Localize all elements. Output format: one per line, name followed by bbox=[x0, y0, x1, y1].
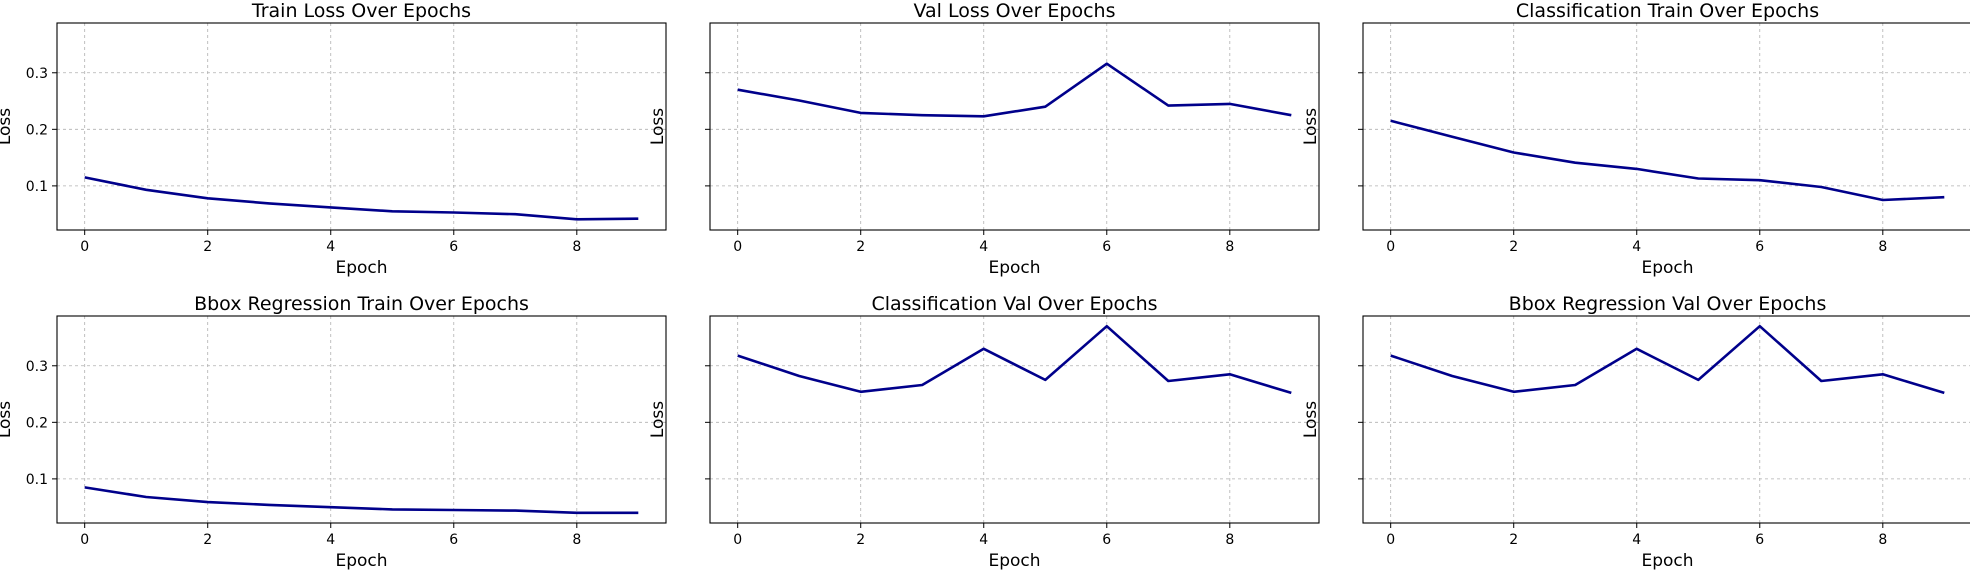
x-tick-label: 0 bbox=[1386, 239, 1395, 255]
x-tick-label: 0 bbox=[80, 532, 89, 548]
subplot-6: 0 2 4 6 8 Bbox Regression Val Over Epochs Epoc… bbox=[1301, 293, 1970, 570]
plot-frame bbox=[709, 22, 1320, 231]
loss-line bbox=[84, 486, 639, 515]
y-axis-label: Loss bbox=[648, 401, 668, 438]
subplot-5: 0 2 4 6 8 Classification Val Over Epochs Epoch… bbox=[648, 293, 1320, 570]
y-tick-label: 0.1 bbox=[26, 179, 48, 195]
x-tick-label: 6 bbox=[1102, 239, 1111, 255]
plot-frame bbox=[56, 22, 667, 231]
y-tick-label: 0.3 bbox=[26, 359, 48, 375]
y-tick-label: 0.3 bbox=[26, 66, 48, 82]
x-tick-label: 2 bbox=[1509, 239, 1518, 255]
x-tick-label: 0 bbox=[733, 532, 742, 548]
subplot-title: Classification Train Over Epochs bbox=[1516, 0, 1819, 22]
y-tick-label: 0.2 bbox=[26, 415, 48, 431]
x-tick-label: 2 bbox=[203, 239, 212, 255]
subplot-title: Classification Val Over Epochs bbox=[871, 293, 1157, 315]
x-tick-label: 0 bbox=[733, 239, 742, 255]
x-tick-label: 8 bbox=[1878, 239, 1887, 255]
loss-line bbox=[1390, 119, 1945, 202]
plot-frame bbox=[56, 315, 667, 524]
x-tick-label: 2 bbox=[856, 532, 865, 548]
x-tick-label: 6 bbox=[449, 239, 458, 255]
y-axis-label: Loss bbox=[0, 401, 15, 438]
x-axis-label: Epoch bbox=[1641, 551, 1693, 570]
x-tick-label: 0 bbox=[80, 239, 89, 255]
subplot-title: Bbox Regression Train Over Epochs bbox=[194, 293, 529, 315]
x-tick-label: 0 bbox=[1386, 532, 1395, 548]
x-tick-label: 2 bbox=[1509, 532, 1518, 548]
x-tick-label: 4 bbox=[979, 532, 988, 548]
x-axis-label: Epoch bbox=[335, 258, 387, 278]
plot-frame bbox=[1362, 22, 1970, 231]
y-axis-label: Loss bbox=[1301, 401, 1321, 438]
plot-frame bbox=[709, 315, 1320, 524]
x-tick-label: 8 bbox=[572, 532, 581, 548]
subplot-3: 0 2 4 6 8 Classification Train Over Epochs Epo… bbox=[1301, 0, 1970, 278]
x-axis-label: Epoch bbox=[1641, 258, 1693, 278]
subplot-2: 0 2 4 6 8 Val Loss Over Epochs Epoch Loss bbox=[648, 0, 1320, 278]
loss-line bbox=[84, 176, 639, 221]
y-tick-label: 0.1 bbox=[26, 472, 48, 488]
x-axis-label: Epoch bbox=[988, 258, 1040, 278]
x-tick-label: 4 bbox=[1632, 239, 1641, 255]
y-axis-label: Loss bbox=[0, 108, 15, 145]
x-tick-label: 2 bbox=[856, 239, 865, 255]
x-tick-label: 6 bbox=[1102, 532, 1111, 548]
subplot-title: Val Loss Over Epochs bbox=[913, 0, 1115, 22]
x-tick-label: 4 bbox=[979, 239, 988, 255]
loss-line bbox=[737, 324, 1292, 395]
x-axis-label: Epoch bbox=[335, 551, 387, 570]
subplot-title: Train Loss Over Epochs bbox=[251, 0, 471, 22]
x-tick-label: 4 bbox=[1632, 532, 1641, 548]
x-tick-label: 8 bbox=[1225, 532, 1234, 548]
x-tick-label: 2 bbox=[203, 532, 212, 548]
y-axis-label: Loss bbox=[1301, 108, 1321, 145]
x-tick-label: 8 bbox=[1878, 532, 1887, 548]
subplot-title: Bbox Regression Val Over Epochs bbox=[1509, 293, 1827, 315]
x-tick-label: 4 bbox=[326, 532, 335, 548]
plot-frame bbox=[1362, 315, 1970, 524]
x-tick-label: 4 bbox=[326, 239, 335, 255]
loss-line bbox=[1390, 324, 1945, 395]
x-tick-label: 6 bbox=[1755, 239, 1764, 255]
loss-line bbox=[737, 62, 1292, 118]
y-tick-label: 0.2 bbox=[26, 122, 48, 138]
x-tick-label: 6 bbox=[1755, 532, 1764, 548]
subplot-4: 0 2 4 6 8 0.1 0.2 0.3 Bbox Regression Train Over… bbox=[0, 293, 667, 570]
subplot-1: 0 2 4 6 8 0.1 0.2 0.3 Train Loss Over Epochs Epoc… bbox=[0, 0, 667, 278]
x-tick-label: 8 bbox=[572, 239, 581, 255]
x-tick-label: 6 bbox=[449, 532, 458, 548]
x-tick-label: 8 bbox=[1225, 239, 1234, 255]
x-axis-label: Epoch bbox=[988, 551, 1040, 570]
y-axis-label: Loss bbox=[648, 108, 668, 145]
